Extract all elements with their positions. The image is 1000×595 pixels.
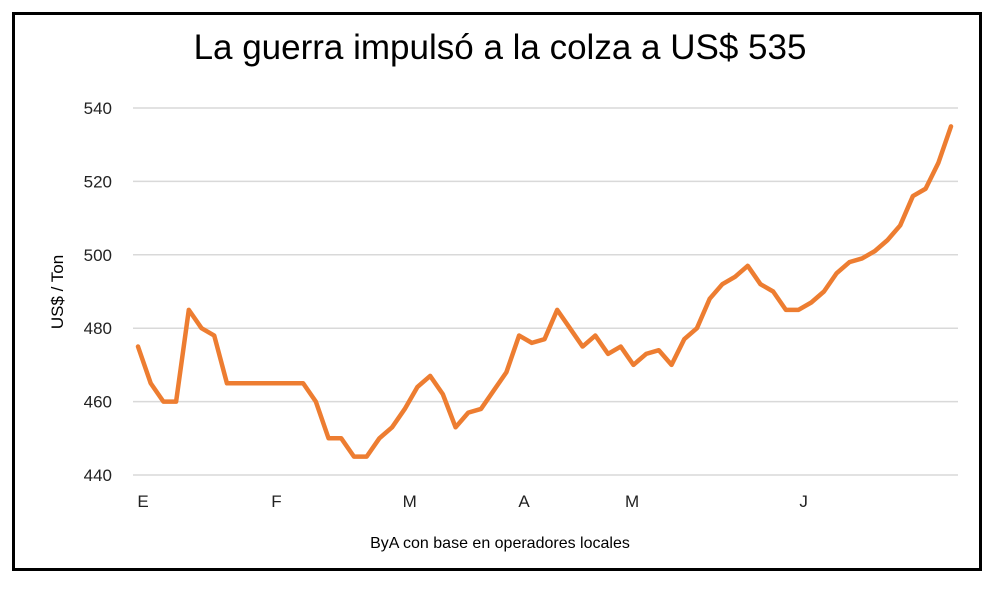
y-tick-label: 520	[84, 172, 112, 191]
x-tick-label: A	[518, 492, 530, 511]
price-line	[135, 124, 954, 459]
y-tick-label: 540	[84, 99, 112, 118]
y-tick-label: 440	[84, 466, 112, 485]
x-tick-label: M	[625, 492, 639, 511]
chart-frame	[12, 12, 982, 571]
x-tick-label: M	[403, 492, 417, 511]
y-tick-label: 480	[84, 319, 112, 338]
y-tick-label: 500	[84, 246, 112, 265]
y-tick-label: 460	[84, 393, 112, 412]
x-tick-label: E	[137, 492, 148, 511]
x-tick-label: F	[271, 492, 281, 511]
source-note: ByA con base en operadores locales	[370, 535, 630, 552]
x-tick-label: J	[799, 492, 808, 511]
chart-title: La guerra impulsó a la colza a US$ 535	[193, 28, 807, 67]
